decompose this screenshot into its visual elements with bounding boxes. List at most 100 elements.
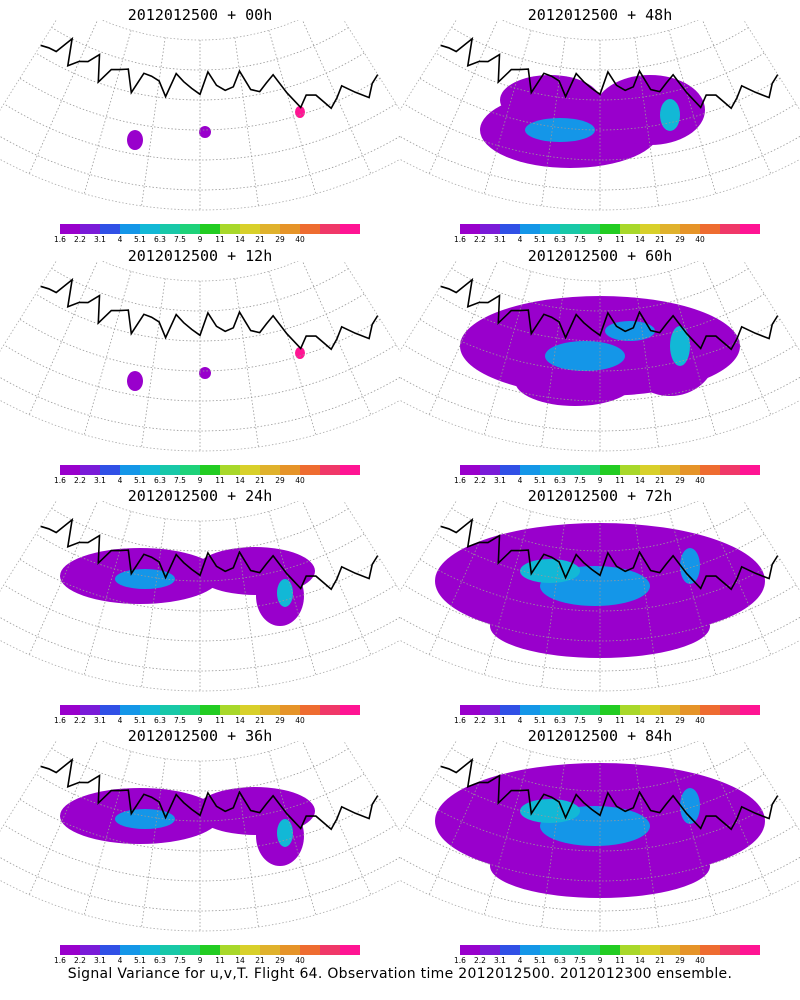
map-boundary (400, 741, 800, 932)
map-content (0, 261, 400, 451)
colorbar-swatch (100, 224, 120, 234)
latitude-line (19, 318, 381, 372)
colorbar-label: 11 (215, 716, 225, 725)
colorbar-label: 29 (675, 235, 685, 244)
colorbar-label: 7.5 (174, 716, 186, 725)
colorbar-labels: 1.6 2.2 3.1 4 5.1 6.3 7.5 9 11 14 21 29 40 (454, 476, 760, 486)
colorbar-label: 40 (695, 476, 705, 485)
meridian-line (428, 261, 499, 415)
meridian-line (634, 518, 659, 687)
coastline (40, 517, 379, 591)
colorbar-label: 7.5 (574, 235, 586, 244)
colorbar-label: 40 (695, 235, 705, 244)
map-boundary (0, 501, 400, 692)
colorbar-label: 9 (197, 476, 203, 485)
colorbar-swatch (460, 945, 480, 955)
colorbar-label: 1.6 (454, 716, 466, 725)
latitude-line (35, 52, 365, 101)
variance-region (127, 371, 143, 391)
variance-region (595, 75, 705, 145)
polar-map (0, 20, 400, 211)
colorbar-label: 11 (215, 476, 225, 485)
map-panel-title: 2012012500 + 60h (527, 247, 673, 265)
meridian-line (28, 20, 99, 174)
map-boundary (400, 501, 800, 692)
colorbar-label: 4 (517, 235, 523, 244)
colorbar-swatch (220, 945, 240, 955)
colorbar-label: 1.6 (54, 476, 66, 485)
colorbar-label: 5.1 (134, 716, 146, 725)
latitude-line (400, 369, 800, 432)
latitude-line (435, 773, 765, 822)
colorbar-swatch (520, 224, 540, 234)
map-boundary (400, 20, 800, 211)
coastline (40, 277, 379, 351)
map-panel: 2012012500 + 72h 1.6 2.2 3.1 4 5.1 6.3 7.5 9 11 14… (400, 481, 800, 725)
coastline (440, 517, 779, 591)
latitude-line (400, 609, 800, 672)
meridian-line (668, 511, 717, 675)
meridian-line (83, 271, 132, 435)
colorbar-swatch (720, 705, 740, 715)
colorbar (60, 224, 360, 234)
colorbar-swatch (280, 465, 300, 475)
colorbar-swatch (720, 945, 740, 955)
colorbar-label: 14 (235, 235, 245, 244)
latitude-line (35, 533, 365, 582)
colorbar-label: 5.1 (534, 716, 546, 725)
variance-region (199, 367, 211, 379)
colorbar-label: 2.2 (74, 716, 86, 725)
variance-core (660, 99, 680, 131)
colorbar-swatch (120, 465, 140, 475)
colorbar-label: 1.6 (454, 235, 466, 244)
colorbar-swatch (580, 465, 600, 475)
colorbar-label: 29 (675, 716, 685, 725)
colorbar-labels: 1.6 2.2 3.1 4 5.1 6.3 7.5 9 11 14 21 29 40 (454, 716, 760, 726)
colorbar-swatch (700, 705, 720, 715)
colorbar-label: 40 (695, 956, 705, 965)
colorbar-swatch (200, 224, 220, 234)
map-content (0, 741, 400, 931)
colorbar-swatch (260, 945, 280, 955)
colorbar-label: 9 (197, 716, 203, 725)
latitude-line (451, 748, 749, 792)
colorbar-label: 14 (635, 956, 645, 965)
colorbar-label: 29 (675, 476, 685, 485)
colorbar-swatch (700, 224, 720, 234)
meridian-line (28, 501, 99, 655)
latitude-line (51, 748, 349, 792)
colorbar-label: 11 (615, 956, 625, 965)
colorbar-swatch (340, 465, 360, 475)
variance-core (277, 579, 293, 607)
meridian-line (141, 278, 166, 447)
colorbar-swatch (80, 945, 100, 955)
colorbar-swatch (120, 705, 140, 715)
meridian-line (234, 758, 259, 927)
polar-map (400, 20, 800, 211)
colorbar-swatch (720, 224, 740, 234)
colorbar-label: 4 (117, 235, 123, 244)
colorbar-swatch (320, 224, 340, 234)
colorbar-swatch (180, 224, 200, 234)
colorbar-swatch (340, 705, 360, 715)
latitude-line (400, 849, 800, 912)
colorbar-swatch (260, 224, 280, 234)
colorbar-swatch (200, 945, 220, 955)
colorbar-swatch (740, 705, 760, 715)
map-content (400, 20, 800, 210)
colorbar-swatch (240, 224, 260, 234)
colorbar-swatch (520, 705, 540, 715)
colorbar-swatch (220, 465, 240, 475)
colorbar-swatch (640, 465, 660, 475)
colorbar-label: 21 (255, 476, 265, 485)
colorbar-swatch (720, 465, 740, 475)
colorbar-label: 3.1 (494, 956, 506, 965)
meridian-line (301, 741, 372, 895)
latitude-line (35, 773, 365, 822)
colorbar-label: 21 (255, 235, 265, 244)
colorbar-swatch (560, 224, 580, 234)
colorbar-label: 3.1 (94, 716, 106, 725)
colorbar-swatch (640, 224, 660, 234)
colorbar-label: 14 (235, 476, 245, 485)
meridian-line (268, 511, 317, 675)
